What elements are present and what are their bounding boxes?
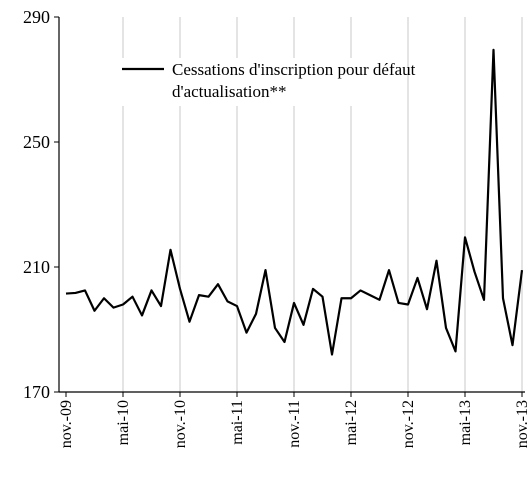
series-line [65, 48, 524, 356]
x-ticks: nov.-09 mai-10 nov.-10 mai-11 nov.-11 mai-12 n… [58, 392, 531, 448]
y-tick-label: 290 [23, 7, 50, 27]
x-tick-label: mai-10 [115, 400, 132, 445]
y-tick-label: 210 [23, 257, 50, 277]
x-tick-label: mai-11 [229, 400, 246, 445]
x-tick-label: nov.-10 [172, 400, 189, 448]
y-tick-label: 250 [23, 132, 50, 152]
x-tick-label: nov.-09 [58, 400, 75, 448]
x-tick-label: mai-12 [343, 400, 360, 445]
legend-label-line-1: Cessations d'inscription pour défaut [172, 60, 416, 79]
plot-area [65, 48, 524, 356]
y-ticks: 170 210 250 290 [23, 7, 59, 402]
legend-background [112, 58, 366, 106]
x-tick-label: nov.-13 [514, 400, 531, 448]
axes [58, 17, 525, 393]
x-tick-label: nov.-12 [400, 400, 417, 448]
x-tick-label: nov.-11 [286, 400, 303, 448]
legend-label-line-2: d'actualisation** [172, 82, 286, 101]
legend: Cessations d'inscription pour défaut d'a… [112, 58, 416, 106]
x-tick-label: mai-13 [457, 400, 474, 445]
y-tick-label: 170 [23, 382, 50, 402]
